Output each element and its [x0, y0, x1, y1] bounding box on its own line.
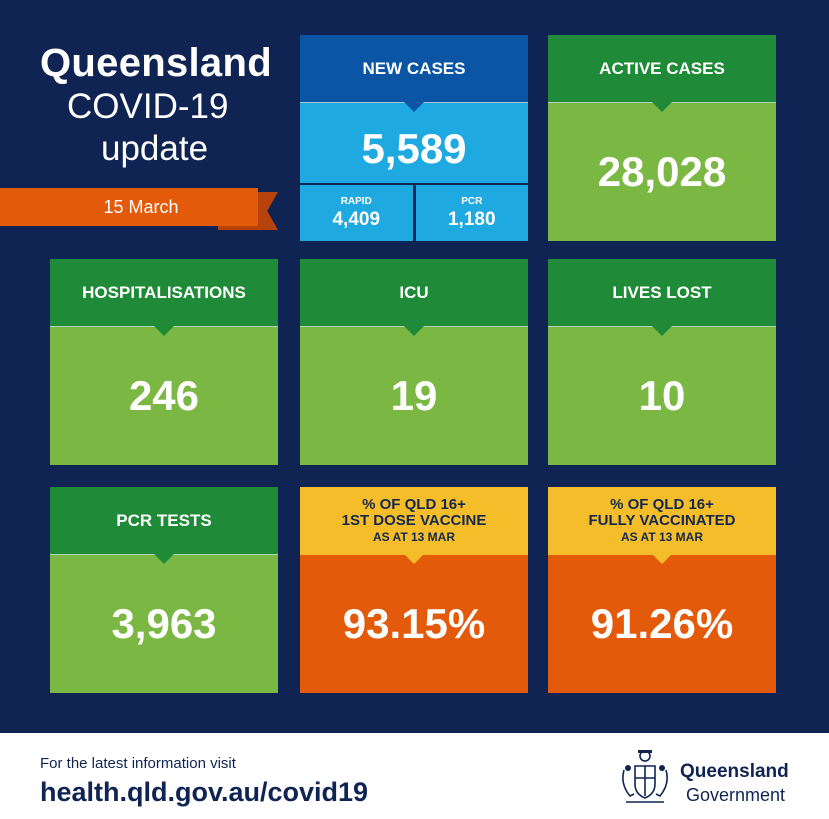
tile-label: % OF QLD 16+ 1ST DOSE VACCINE AS AT 13 M…	[300, 487, 528, 555]
label-line1: % OF QLD 16+	[610, 496, 714, 513]
rapid-cell: RAPID 4,409	[300, 185, 413, 241]
date-label: 15 March	[103, 197, 179, 217]
notch	[404, 326, 424, 336]
notch	[404, 102, 424, 112]
tile-label: ICU	[300, 259, 528, 327]
label-line3: AS AT 13 MAR	[372, 530, 455, 544]
tile-active-cases: ACTIVE CASES 28,028	[548, 35, 776, 241]
title-update: update	[101, 129, 209, 168]
tile-value: 246	[50, 327, 278, 465]
footer: For the latest information visit health.…	[0, 733, 829, 819]
tile-first-dose: % OF QLD 16+ 1ST DOSE VACCINE AS AT 13 M…	[300, 487, 528, 693]
title-covid: COVID-19	[67, 87, 229, 126]
tile-fully-vaccinated: % OF QLD 16+ FULLY VACCINATED AS AT 13 M…	[548, 487, 776, 693]
label-line1: % OF QLD 16+	[362, 496, 466, 513]
footer-url-link[interactable]: health.qld.gov.au/covid19	[40, 777, 369, 807]
label-line3: AS AT 13 MAR	[620, 530, 703, 544]
notch	[404, 554, 424, 564]
tile-pcr-tests: PCR TESTS 3,963	[50, 487, 278, 693]
tile-lives-lost: LIVES LOST 10	[548, 259, 776, 465]
notch	[154, 326, 174, 336]
ribbon-band	[0, 188, 258, 226]
tile-value: 3,963	[50, 555, 278, 693]
notch	[652, 326, 672, 336]
tile-label: ACTIVE CASES	[548, 35, 776, 103]
rapid-value: 4,409	[332, 208, 381, 230]
notch	[652, 102, 672, 112]
tile-label: NEW CASES	[300, 35, 528, 103]
footer-info-text: For the latest information visit	[40, 755, 236, 772]
pcr-value: 1,180	[447, 208, 496, 230]
tile-new-cases: NEW CASES 5,589 RAPID 4,409 PCR 1,180	[300, 35, 528, 241]
title-queensland: Queensland	[40, 41, 272, 85]
tile-hospitalisations: HOSPITALISATIONS 246	[50, 259, 278, 465]
tile-value: 10	[548, 327, 776, 465]
tile-value: 91.26%	[548, 555, 776, 693]
notch	[154, 554, 174, 564]
tile-label: LIVES LOST	[548, 259, 776, 327]
tile-value: 19	[300, 327, 528, 465]
label-line2: FULLY VACCINATED	[588, 512, 736, 529]
pcr-label: PCR	[461, 195, 483, 207]
date-ribbon: 15 March	[0, 188, 278, 230]
gov-sub: Government	[686, 785, 786, 805]
label-line2: 1ST DOSE VACCINE	[341, 512, 487, 529]
tile-label: % OF QLD 16+ FULLY VACCINATED AS AT 13 M…	[548, 487, 776, 555]
new-cases-breakdown: RAPID 4,409 PCR 1,180	[300, 183, 528, 241]
tile-value: 93.15%	[300, 555, 528, 693]
pcr-cell: PCR 1,180	[412, 185, 528, 241]
tile-label: HOSPITALISATIONS	[50, 259, 278, 327]
tile-label: PCR TESTS	[50, 487, 278, 555]
gov-name: Queensland	[680, 761, 789, 782]
tile-icu: ICU 19	[300, 259, 528, 465]
tile-value: 28,028	[548, 103, 776, 241]
rapid-label: RAPID	[340, 195, 372, 207]
queensland-coat-of-arms-icon	[622, 750, 668, 803]
notch	[652, 554, 672, 564]
